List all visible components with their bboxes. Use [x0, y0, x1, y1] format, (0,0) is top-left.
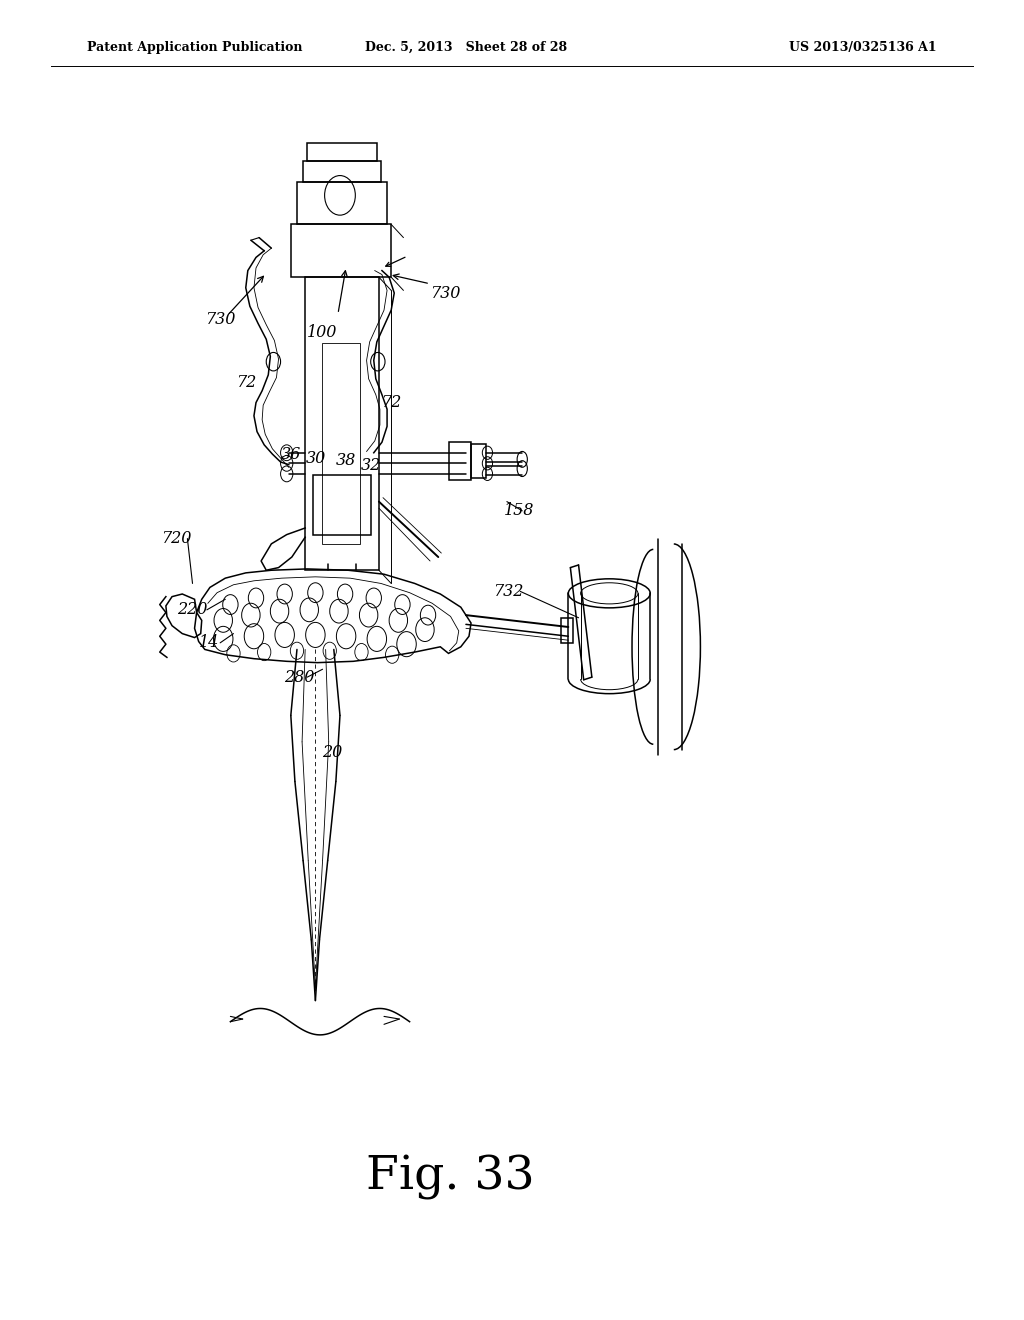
Text: 20: 20 [322, 744, 342, 760]
Text: 38: 38 [336, 453, 356, 469]
Text: Patent Application Publication: Patent Application Publication [87, 41, 302, 54]
Text: 730: 730 [430, 285, 461, 301]
Text: Fig. 33: Fig. 33 [367, 1155, 535, 1200]
Text: 280: 280 [284, 669, 314, 685]
Text: 720: 720 [161, 531, 191, 546]
Text: US 2013/0325136 A1: US 2013/0325136 A1 [790, 41, 937, 54]
Text: 100: 100 [307, 325, 338, 341]
Text: 732: 732 [493, 583, 523, 599]
Text: 36: 36 [281, 446, 301, 462]
Text: 14: 14 [199, 635, 219, 651]
Text: 730: 730 [205, 312, 236, 327]
Text: 158: 158 [504, 503, 535, 519]
Text: 72: 72 [381, 395, 401, 411]
Text: 220: 220 [177, 602, 208, 618]
Text: 32: 32 [360, 458, 381, 474]
Text: Dec. 5, 2013   Sheet 28 of 28: Dec. 5, 2013 Sheet 28 of 28 [365, 41, 567, 54]
Text: 30: 30 [306, 450, 327, 466]
Text: 72: 72 [236, 375, 256, 391]
